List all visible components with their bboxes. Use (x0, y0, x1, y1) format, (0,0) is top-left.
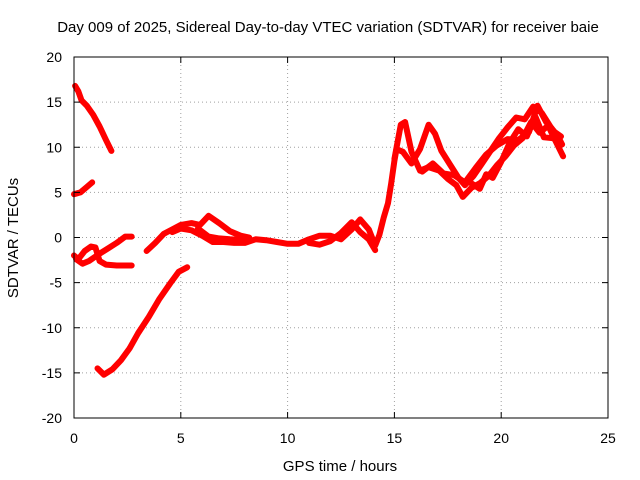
series-track-f (143, 212, 253, 254)
y-tick-label: 15 (46, 94, 62, 110)
chart-title: Day 009 of 2025, Sidereal Day-to-day VTE… (57, 19, 599, 36)
y-tick-label: -20 (42, 410, 62, 426)
x-tick-label: 10 (280, 430, 296, 446)
y-tick-label: -5 (50, 275, 63, 291)
x-tick-label: 5 (177, 430, 185, 446)
series-track-g (169, 103, 566, 249)
x-tick-label: 20 (493, 430, 509, 446)
y-tick-label: 20 (46, 49, 62, 65)
x-tick-label: 15 (387, 430, 403, 446)
data-series (71, 82, 567, 378)
series-track-l (468, 113, 556, 192)
y-axis-label: SDTVAR / TECUs (5, 178, 22, 298)
axis-ticks (73, 56, 609, 419)
series-track-d (73, 233, 135, 267)
y-tick-label: -15 (42, 365, 62, 381)
y-tick-label: 0 (54, 230, 62, 246)
y-tick-label: 5 (54, 184, 62, 200)
series-track-h (194, 225, 248, 244)
series-track-i (306, 219, 379, 254)
y-tick-label: 10 (46, 139, 62, 155)
series-track-b (71, 179, 96, 198)
y-tick-labels: -20 -15 -10 -5 0 5 10 15 20 (42, 49, 62, 426)
series-track-e (94, 264, 191, 378)
series-track-c (71, 243, 135, 269)
series-track-k (419, 102, 564, 186)
series-track-a (72, 82, 115, 154)
y-tick-label: -10 (42, 320, 62, 336)
x-axis-label: GPS time / hours (283, 458, 397, 475)
x-tick-label: 0 (70, 430, 78, 446)
x-tick-label: 25 (600, 430, 616, 446)
x-tick-labels: 0 5 10 15 20 25 (70, 430, 616, 446)
